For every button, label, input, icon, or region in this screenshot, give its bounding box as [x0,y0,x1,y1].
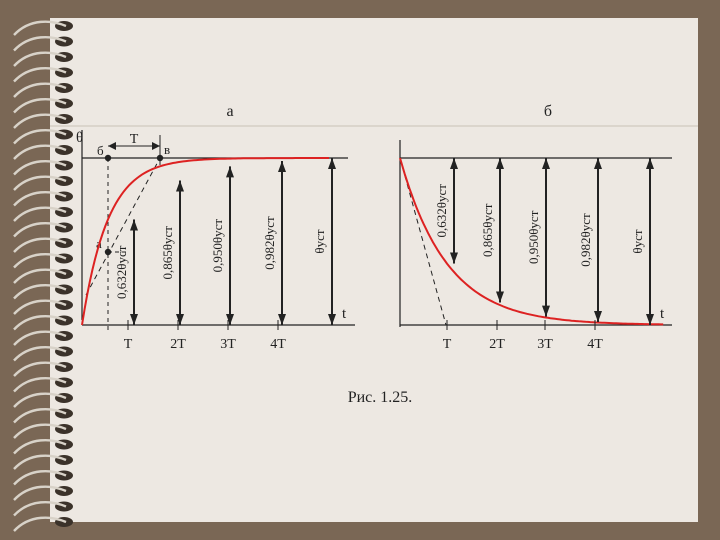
binding-wire [13,36,67,52]
panel-b-arrow-5-label: θуст [630,229,645,253]
panel-a-point-v-dot [156,154,164,162]
binding-wire [13,485,67,501]
panel-b-arrow-3-label: 0,950θуст [526,210,541,264]
binding-wire [13,330,67,346]
panel-b-level-arrows: 0,632θуст 0,865θуст 0,950θуст 0,982θуст θуст [434,158,654,325]
panel-a-arrow-1-label: 0,632θуст [114,245,129,299]
binding-wire [13,175,67,191]
binding-wire [13,408,67,424]
panel-a-arrow-3-label: 0,950θуст [210,219,225,273]
panel-a-point-b-dot [104,154,112,162]
panel-b-title: б [544,103,552,120]
binding-wire [13,299,67,315]
panel-b-tick-label: 2T [489,337,505,352]
panel-b-time-ticks: T 2T 3T 4T [443,320,603,352]
panel-b-arrow-1-label: 0,632θуст [434,184,449,238]
binding-wire [13,129,67,145]
paper-page [50,18,698,522]
panel-b-tick-label: 3T [537,337,553,352]
panel-a-arrow-5-label: θуст [312,229,327,253]
panel-b: t 0,632θуст 0,865θуст 0,950θуст 0,982θуст θу… [399,140,672,352]
binding-wire [13,82,67,98]
figure-caption: Рис. 1.25. [348,389,413,406]
binding-wire [13,144,67,160]
binding-wire [13,516,67,532]
binding-wire [13,315,67,331]
panel-a-tangent [85,157,161,296]
binding-wire [13,423,67,439]
panel-a-tick-label: T [124,337,133,352]
binding-wire [13,392,67,408]
panel-a-x-label: t [342,306,347,322]
binding-wire [13,222,67,238]
panel-a-rise-curve [81,157,329,326]
panel-a-tick-label: 4T [270,337,286,352]
binding-wire [13,191,67,207]
panel-b-arrow-4-label: 0,982θуст [578,213,593,267]
panel-b-arrow-2-label: 0,865θуст [480,203,495,257]
binding-wire [13,98,67,114]
panel-b-x-label: t [660,306,665,322]
panel-b-decay-curve [399,157,664,326]
spiral-binding [13,20,73,532]
panel-a-tick-label: 2T [170,337,186,352]
binding-wire [13,113,67,129]
binding-wire [13,237,67,253]
binding-wire [13,206,67,222]
panel-b-tick-label: T [443,337,452,352]
panel-a-point-b-label: б [97,143,104,158]
binding-wire [13,454,67,470]
binding-wire [13,439,67,455]
panel-a-point-v-label: в [164,142,170,157]
panel-a-tick-label: 3T [220,337,236,352]
panel-a-point-a-dot [104,248,112,256]
binding-wire [13,51,67,67]
binding-wire [13,67,67,83]
panel-a-level-arrows: 0,632θуст 0,865θуст 0,950θуст 0,982θуст θуст [114,158,336,325]
panel-a: θ t б в а T 0,632θуст 0,865θуст 0,950θуст 0… [76,130,355,352]
panel-a-title: а [226,103,233,120]
panel-a-arrow-2-label: 0,865θуст [160,226,175,280]
binding-wire [13,253,67,269]
panel-a-time-ticks: T 2T 3T 4T [124,320,286,352]
panel-a-arrow-4-label: 0,982θуст [262,216,277,270]
panel-a-y-label: θ [76,130,83,146]
binding-wire [13,361,67,377]
binding-wire [13,268,67,284]
binding-wire [13,346,67,362]
panel-a-arrow-1-head [130,219,138,325]
binding-wire [13,501,67,517]
binding-wire [13,160,67,176]
binding-wire [13,470,67,486]
panel-a-tangent-label: T [130,132,139,147]
binding-wire [13,377,67,393]
binding-wire [13,284,67,300]
panel-b-arrow-1-head [450,158,458,264]
binding-wire [13,20,67,36]
panel-b-tick-label: 4T [587,337,603,352]
